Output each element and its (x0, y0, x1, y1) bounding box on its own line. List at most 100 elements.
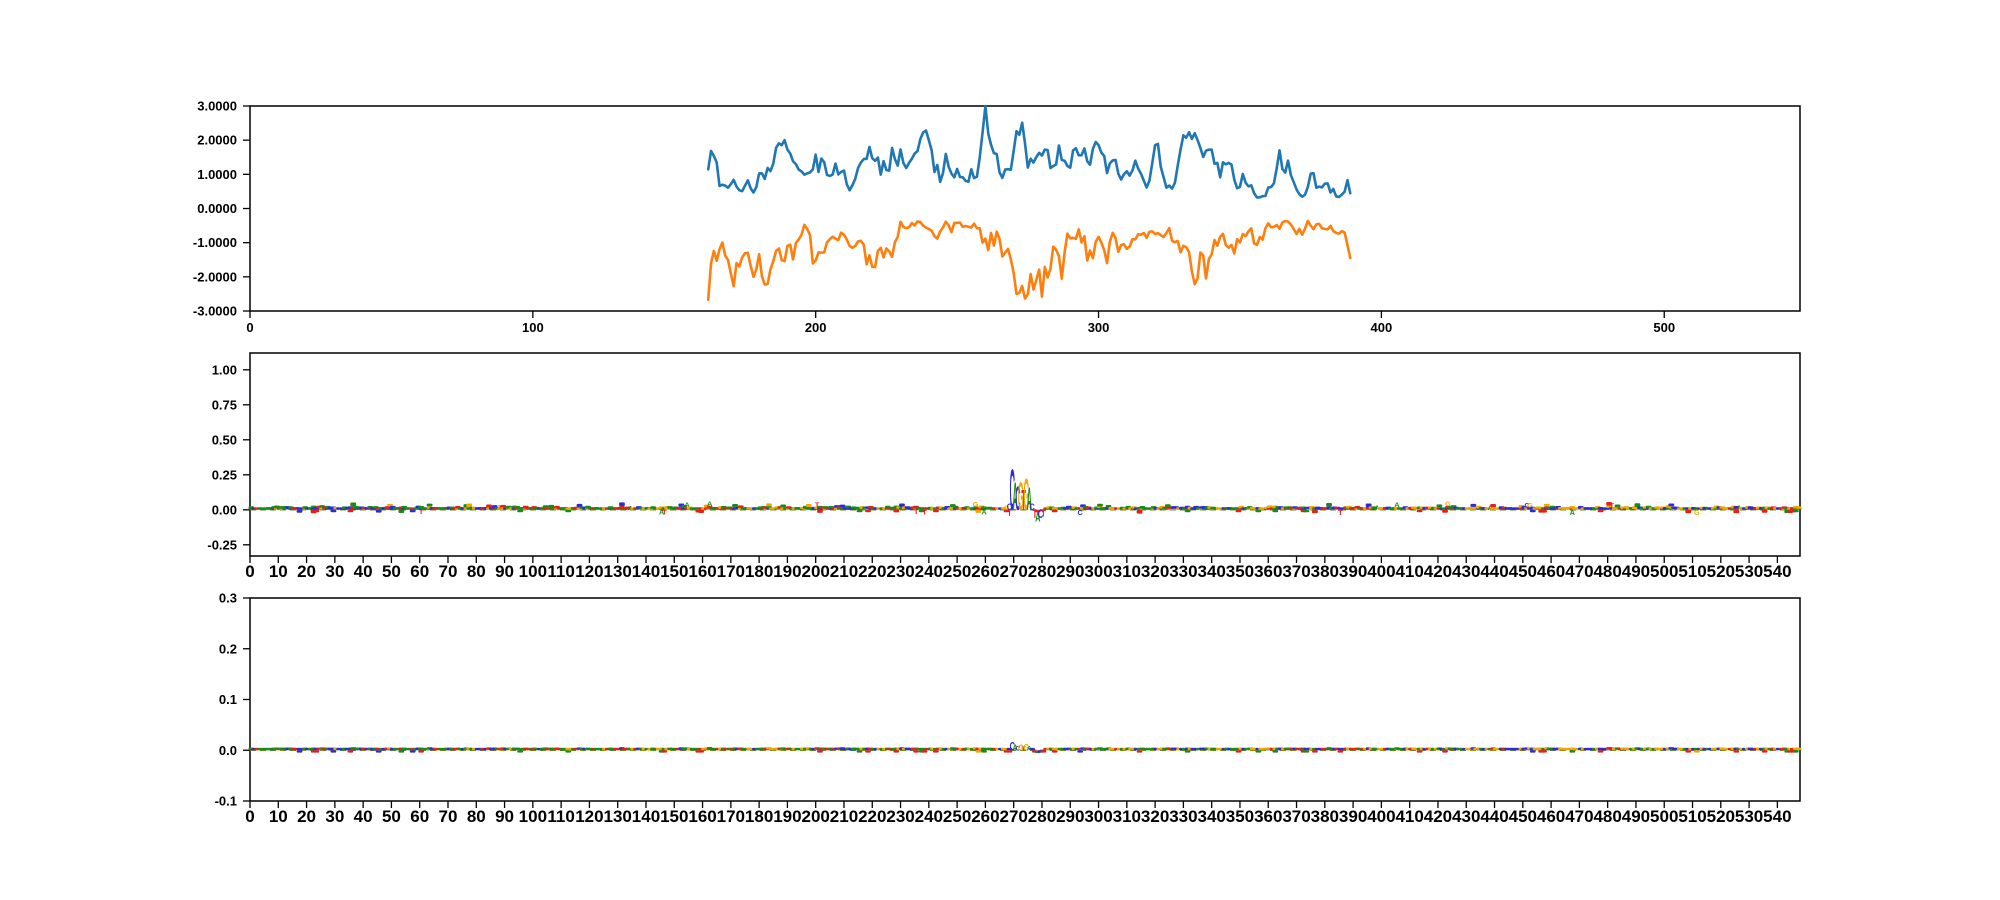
svg-text:110: 110 (547, 807, 574, 826)
svg-text:420: 420 (1424, 562, 1452, 581)
svg-text:260: 260 (971, 807, 999, 826)
svg-text:-0.25: -0.25 (207, 537, 237, 552)
svg-text:250: 250 (943, 562, 971, 581)
svg-text:0.00: 0.00 (212, 502, 237, 517)
svg-text:470: 470 (1565, 562, 1593, 581)
svg-text:330: 330 (1169, 807, 1197, 826)
svg-text:170: 170 (717, 562, 745, 581)
svg-text:0.0: 0.0 (219, 743, 237, 758)
svg-text:220: 220 (858, 807, 886, 826)
svg-text:0.25: 0.25 (212, 467, 237, 482)
svg-text:450: 450 (1509, 807, 1537, 826)
svg-text:0: 0 (245, 807, 254, 826)
svg-text:110: 110 (547, 562, 574, 581)
svg-text:500: 500 (1653, 320, 1675, 335)
svg-text:460: 460 (1537, 562, 1565, 581)
svg-text:390: 390 (1339, 807, 1367, 826)
svg-text:-0.1: -0.1 (215, 794, 237, 809)
svg-text:350: 350 (1226, 807, 1254, 826)
svg-text:210: 210 (830, 562, 858, 581)
svg-text:2.0000: 2.0000 (197, 133, 237, 148)
svg-text:530: 530 (1735, 562, 1763, 581)
svg-text:270: 270 (1000, 807, 1028, 826)
svg-text:130: 130 (604, 807, 632, 826)
svg-text:0.2: 0.2 (219, 641, 237, 656)
svg-text:30: 30 (325, 562, 344, 581)
svg-text:100: 100 (522, 320, 544, 335)
svg-text:10: 10 (269, 807, 288, 826)
svg-text:500: 500 (1650, 807, 1678, 826)
svg-text:520: 520 (1707, 562, 1735, 581)
svg-text:70: 70 (439, 807, 458, 826)
svg-text:80: 80 (467, 807, 486, 826)
svg-text:80: 80 (467, 562, 486, 581)
svg-text:20: 20 (297, 562, 316, 581)
svg-text:270: 270 (1000, 562, 1028, 581)
svg-text:390: 390 (1339, 562, 1367, 581)
svg-text:180: 180 (745, 807, 773, 826)
svg-text:0.50: 0.50 (212, 432, 237, 447)
svg-text:360: 360 (1254, 562, 1282, 581)
svg-text:460: 460 (1537, 807, 1565, 826)
svg-text:3.0000: 3.0000 (197, 99, 237, 114)
svg-text:360: 360 (1254, 807, 1282, 826)
svg-text:0.1: 0.1 (219, 692, 237, 707)
svg-text:350: 350 (1226, 562, 1254, 581)
svg-text:470: 470 (1565, 807, 1593, 826)
svg-text:150: 150 (660, 807, 688, 826)
svg-text:490: 490 (1622, 807, 1650, 826)
svg-text:10: 10 (269, 562, 288, 581)
svg-text:190: 190 (773, 807, 801, 826)
svg-text:-2.0000: -2.0000 (193, 269, 237, 284)
svg-text:320: 320 (1141, 562, 1169, 581)
svg-text:100: 100 (519, 807, 547, 826)
svg-text:160: 160 (688, 562, 716, 581)
svg-text:310: 310 (1113, 807, 1141, 826)
svg-text:0.3: 0.3 (219, 591, 237, 606)
svg-text:240: 240 (915, 562, 943, 581)
svg-text:480: 480 (1593, 807, 1621, 826)
svg-text:400: 400 (1367, 562, 1395, 581)
svg-text:T: T (662, 509, 667, 517)
svg-text:420: 420 (1424, 807, 1452, 826)
svg-text:400: 400 (1371, 320, 1393, 335)
svg-text:90: 90 (495, 562, 514, 581)
svg-text:0: 0 (246, 320, 253, 335)
svg-text:300: 300 (1084, 562, 1112, 581)
svg-text:540: 540 (1763, 807, 1791, 826)
svg-text:C: C (1077, 509, 1082, 517)
svg-text:370: 370 (1282, 807, 1310, 826)
svg-text:230: 230 (886, 562, 914, 581)
svg-text:190: 190 (773, 562, 801, 581)
svg-text:330: 330 (1169, 562, 1197, 581)
svg-text:90: 90 (495, 807, 514, 826)
svg-text:340: 340 (1197, 807, 1225, 826)
svg-text:20: 20 (297, 807, 316, 826)
svg-text:250: 250 (943, 807, 971, 826)
svg-text:290: 290 (1056, 562, 1084, 581)
svg-text:200: 200 (802, 807, 830, 826)
svg-text:140: 140 (632, 562, 660, 581)
svg-text:400: 400 (1367, 807, 1395, 826)
svg-text:A: A (707, 501, 712, 507)
svg-text:430: 430 (1452, 807, 1480, 826)
svg-text:70: 70 (439, 562, 458, 581)
svg-text:340: 340 (1197, 562, 1225, 581)
svg-text:120: 120 (575, 562, 603, 581)
svg-text:490: 490 (1622, 562, 1650, 581)
svg-text:220: 220 (858, 562, 886, 581)
svg-text:40: 40 (354, 562, 373, 581)
svg-text:510: 510 (1678, 807, 1706, 826)
svg-text:520: 520 (1707, 807, 1735, 826)
svg-text:500: 500 (1650, 562, 1678, 581)
svg-text:320: 320 (1141, 807, 1169, 826)
svg-text:200: 200 (805, 320, 827, 335)
svg-text:370: 370 (1282, 562, 1310, 581)
svg-text:200: 200 (802, 562, 830, 581)
svg-text:130: 130 (604, 562, 632, 581)
svg-text:100: 100 (519, 562, 547, 581)
svg-text:0.75: 0.75 (212, 397, 237, 412)
svg-text:60: 60 (410, 562, 429, 581)
svg-text:50: 50 (382, 562, 401, 581)
svg-text:180: 180 (745, 562, 773, 581)
